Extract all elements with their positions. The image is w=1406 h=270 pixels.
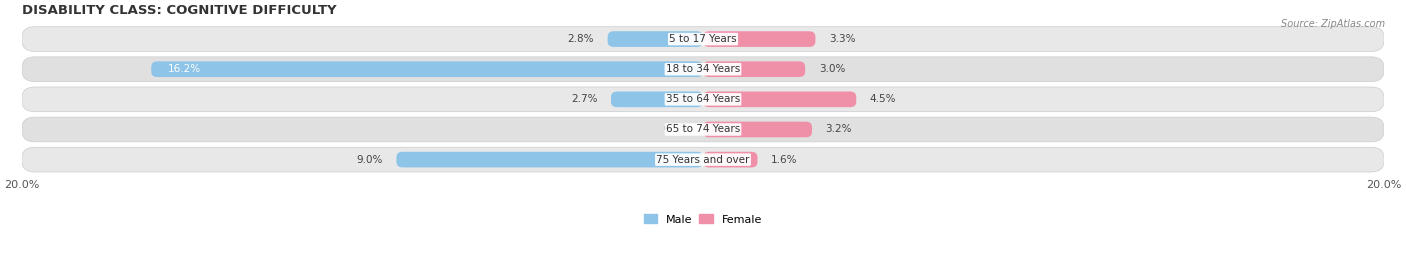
- Text: 65 to 74 Years: 65 to 74 Years: [666, 124, 740, 134]
- Text: 2.8%: 2.8%: [568, 34, 593, 44]
- FancyBboxPatch shape: [22, 147, 1384, 172]
- FancyBboxPatch shape: [703, 31, 815, 47]
- FancyBboxPatch shape: [22, 57, 1384, 82]
- Text: 3.2%: 3.2%: [825, 124, 852, 134]
- FancyBboxPatch shape: [22, 87, 1384, 112]
- Text: 16.2%: 16.2%: [169, 64, 201, 74]
- Text: 5 to 17 Years: 5 to 17 Years: [669, 34, 737, 44]
- Text: 75 Years and over: 75 Years and over: [657, 155, 749, 165]
- FancyBboxPatch shape: [607, 31, 703, 47]
- Text: 3.3%: 3.3%: [830, 34, 855, 44]
- Text: DISABILITY CLASS: COGNITIVE DIFFICULTY: DISABILITY CLASS: COGNITIVE DIFFICULTY: [22, 4, 336, 17]
- Text: 18 to 34 Years: 18 to 34 Years: [666, 64, 740, 74]
- Text: Source: ZipAtlas.com: Source: ZipAtlas.com: [1281, 19, 1385, 29]
- Text: 2.7%: 2.7%: [571, 94, 598, 104]
- Text: 4.5%: 4.5%: [870, 94, 897, 104]
- Text: 1.6%: 1.6%: [770, 155, 797, 165]
- FancyBboxPatch shape: [703, 61, 806, 77]
- Legend: Male, Female: Male, Female: [640, 210, 766, 229]
- FancyBboxPatch shape: [703, 152, 758, 167]
- FancyBboxPatch shape: [22, 117, 1384, 142]
- FancyBboxPatch shape: [152, 61, 703, 77]
- FancyBboxPatch shape: [612, 92, 703, 107]
- Text: 0.0%: 0.0%: [664, 124, 689, 134]
- Text: 3.0%: 3.0%: [818, 64, 845, 74]
- FancyBboxPatch shape: [703, 92, 856, 107]
- FancyBboxPatch shape: [703, 122, 813, 137]
- Text: 9.0%: 9.0%: [357, 155, 382, 165]
- FancyBboxPatch shape: [22, 27, 1384, 51]
- FancyBboxPatch shape: [396, 152, 703, 167]
- Text: 35 to 64 Years: 35 to 64 Years: [666, 94, 740, 104]
